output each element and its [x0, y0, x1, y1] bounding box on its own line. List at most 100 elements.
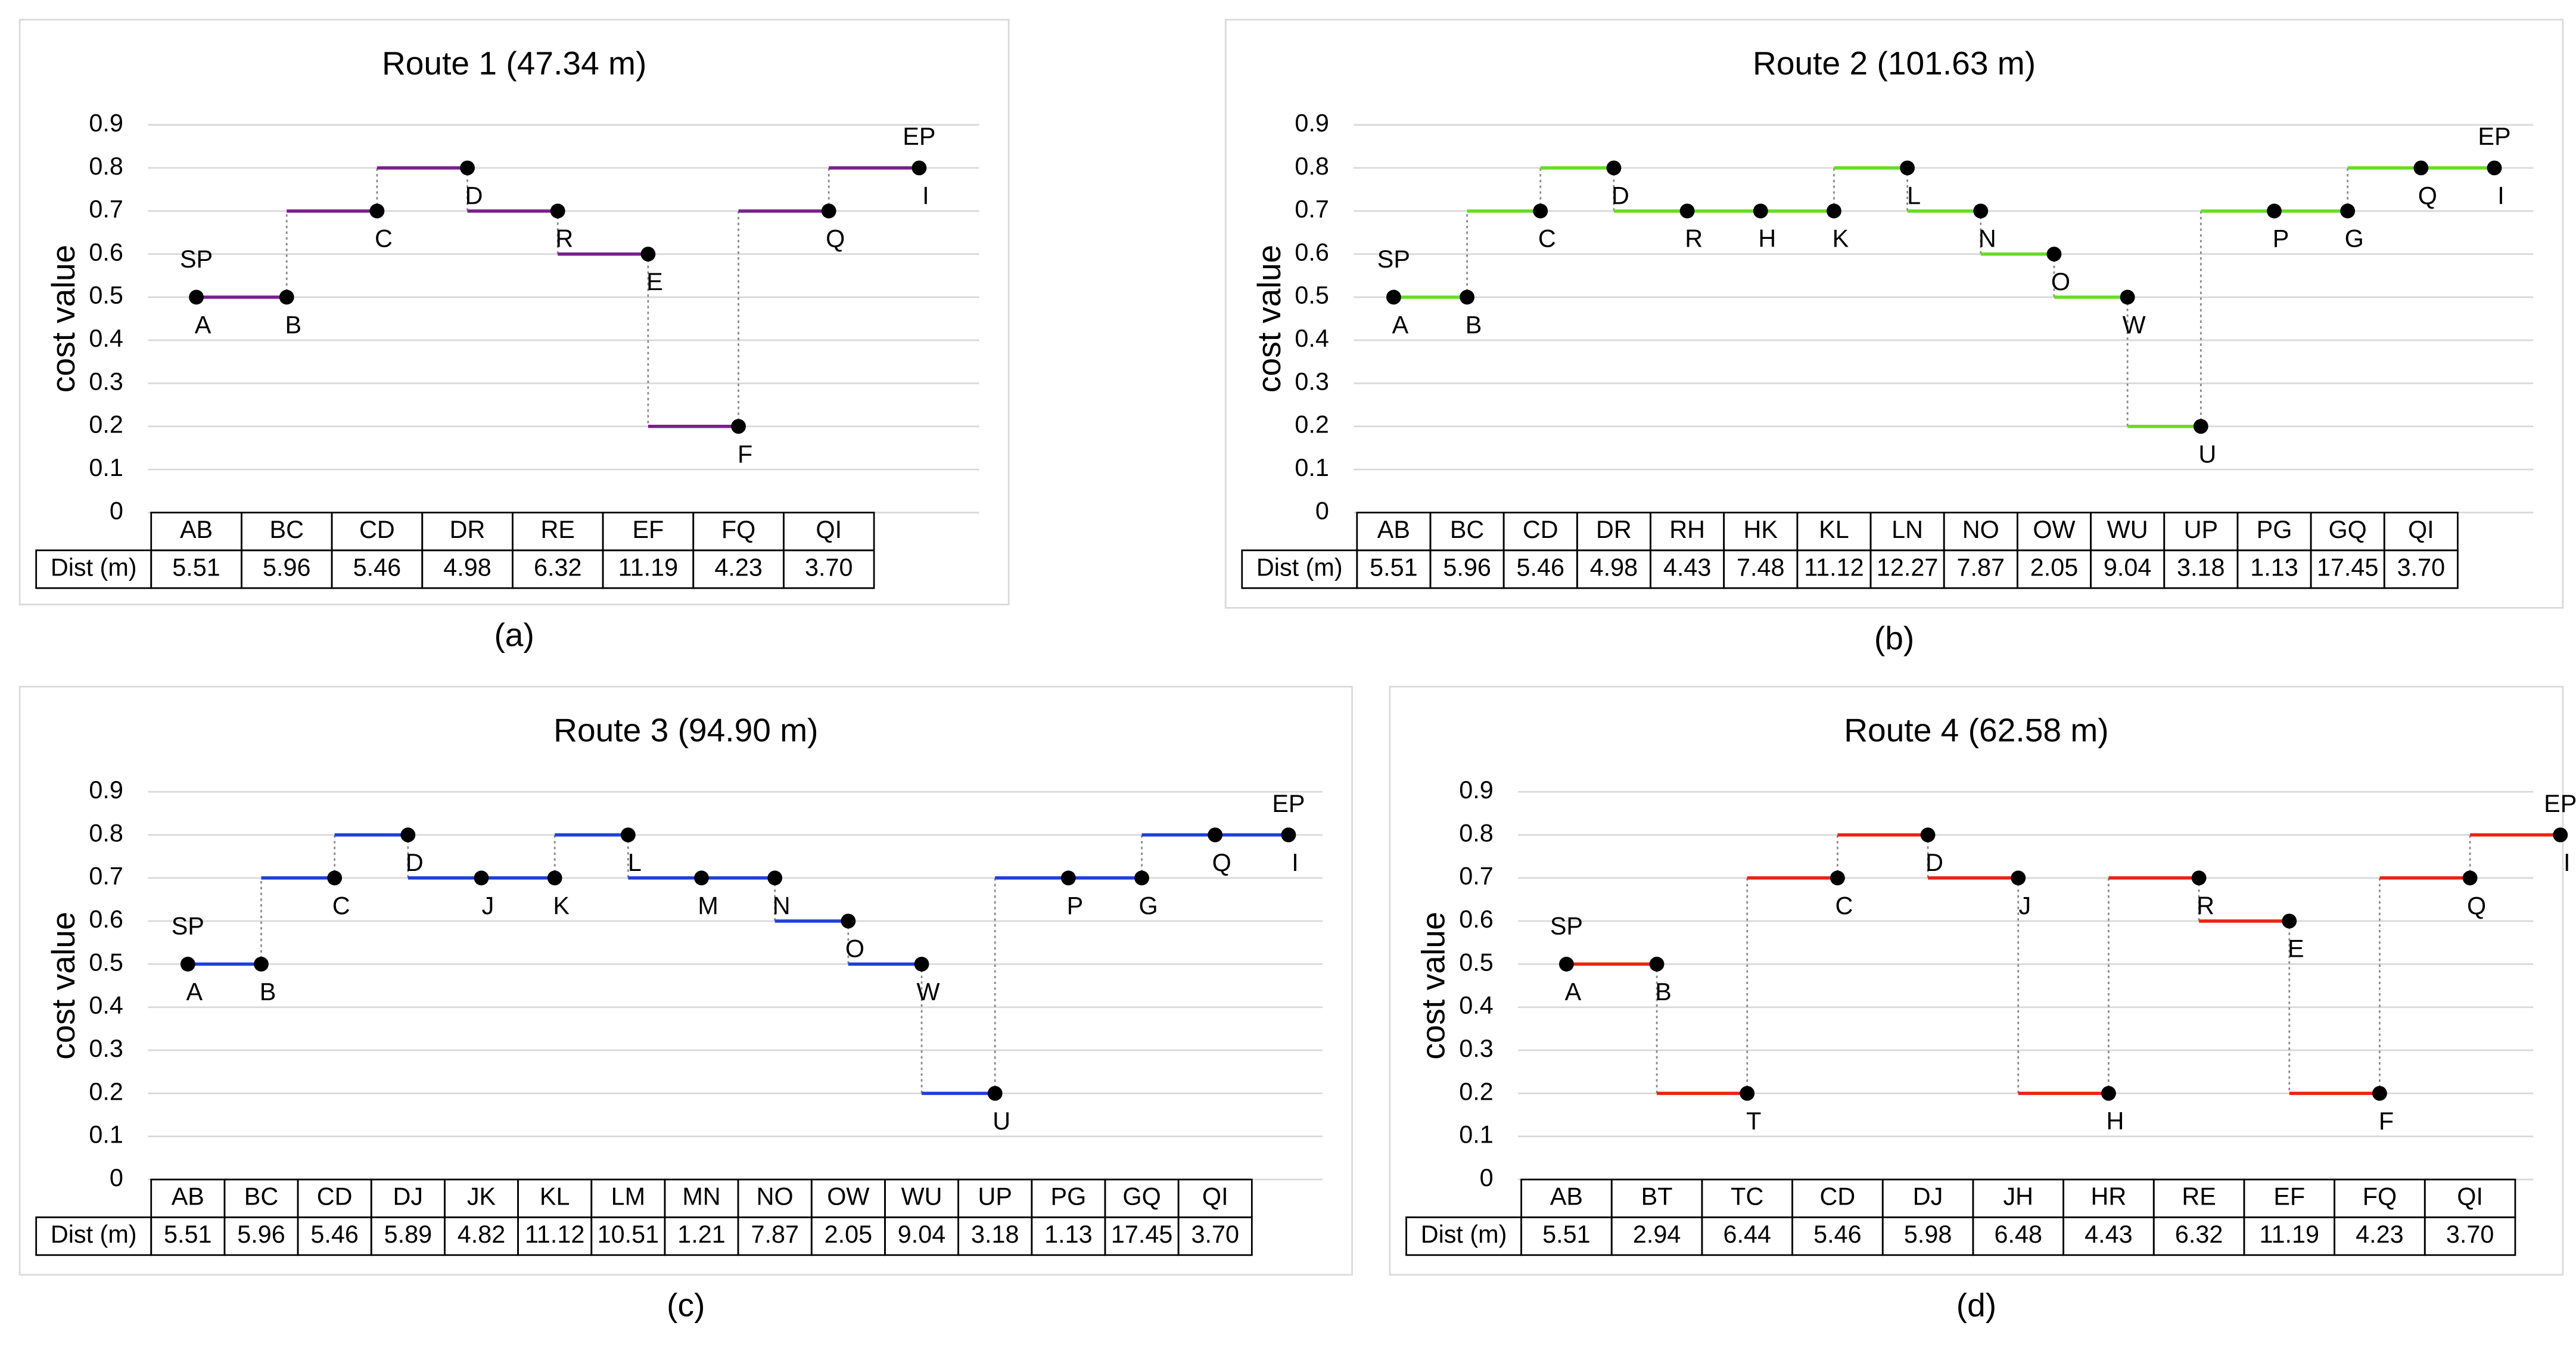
point [1460, 290, 1474, 305]
y-tick-label: 0 [1480, 1164, 1494, 1191]
point [911, 160, 927, 176]
table-segment: LN [1891, 516, 1923, 543]
point-label: I [1292, 849, 1299, 876]
point-label: P [1067, 892, 1084, 919]
point-label: O [845, 935, 864, 963]
table-segment: RH [1669, 516, 1705, 543]
table-segment: BC [1450, 516, 1484, 543]
point [620, 827, 636, 842]
y-tick-label: 0.8 [89, 819, 123, 847]
y-axis-label: cost value [45, 911, 82, 1059]
table-distance: 2.05 [825, 1221, 873, 1248]
point [550, 203, 565, 219]
point-label: R [1685, 225, 1703, 253]
table-segment: NO [757, 1183, 794, 1210]
table-segment: KL [540, 1183, 570, 1210]
table-segment: JH [2003, 1183, 2033, 1210]
table-distance: 3.18 [971, 1221, 1019, 1248]
point [2553, 827, 2568, 842]
point-label: H [2107, 1107, 2124, 1135]
y-tick-label: 0.3 [1295, 368, 1329, 395]
table-distance: 1.21 [677, 1221, 726, 1248]
point-label: A [1392, 311, 1409, 338]
table-distance: 5.46 [353, 553, 402, 581]
end-label: EP [1272, 790, 1305, 817]
point-label: E [646, 268, 663, 295]
y-tick-label: 0.8 [1459, 819, 1494, 847]
y-tick-label: 0.2 [1295, 411, 1329, 438]
y-tick-label: 0.7 [1459, 863, 1494, 890]
table-distance: 2.94 [1633, 1221, 1681, 1248]
y-tick-label: 0.4 [89, 992, 123, 1019]
caption: (c) [667, 1287, 705, 1324]
y-tick-label: 0.9 [89, 776, 123, 804]
point [2372, 1085, 2387, 1101]
y-tick-label: 0.2 [89, 1078, 123, 1105]
table-distance: 5.46 [1517, 553, 1565, 581]
table-distance: 17.45 [2317, 553, 2379, 581]
chart-title: Route 1 (47.34 m) [382, 45, 646, 82]
table-distance: 10.51 [598, 1221, 659, 1248]
table-distance: 11.19 [2260, 1221, 2319, 1248]
table-distance: 6.32 [534, 553, 582, 581]
point-label: B [1466, 311, 1482, 338]
end-label: EP [903, 123, 935, 150]
table-segment: RE [541, 516, 575, 543]
point [694, 870, 709, 886]
point-label: A [186, 978, 203, 1006]
table-segment: MN [682, 1183, 720, 1210]
point-label: E [2288, 935, 2304, 963]
table-distance: 1.13 [1044, 1221, 1093, 1248]
point [1281, 827, 1296, 842]
table-distance: 5.51 [1542, 1221, 1591, 1248]
point [1060, 870, 1076, 886]
table-segment: JK [467, 1183, 496, 1210]
point-label: K [553, 892, 570, 919]
table-distance: 3.70 [805, 553, 853, 581]
point [1827, 203, 1841, 219]
y-tick-label: 0.6 [1459, 905, 1494, 933]
point-label: F [738, 440, 752, 468]
y-tick-label: 0.4 [1295, 325, 1329, 352]
table-distance: 4.98 [443, 553, 491, 581]
point [2101, 1085, 2116, 1101]
point-label: D [1611, 182, 1629, 209]
point-label: I [2497, 182, 2505, 209]
y-tick-label: 0.6 [89, 905, 123, 933]
end-label: EP [2544, 790, 2576, 817]
table-distance: 6.44 [1723, 1221, 1771, 1248]
point [1973, 203, 1989, 219]
table-segment: HR [2091, 1183, 2127, 1210]
table-segment: CD [1820, 1183, 1856, 1210]
table-cell [2423, 1216, 2516, 1256]
table-cell [2383, 549, 2459, 589]
point-label: F [2379, 1107, 2394, 1135]
point-label: C [375, 225, 393, 253]
point [460, 160, 475, 176]
table-segment: UP [978, 1183, 1012, 1210]
point-label: K [1833, 225, 1849, 253]
end-label: EP [2478, 123, 2510, 150]
y-tick-label: 0.9 [89, 110, 123, 137]
start-label: SP [1550, 913, 1583, 940]
point-label: H [1758, 225, 1776, 253]
table-segment: NO [1962, 516, 1999, 543]
point-label: A [195, 311, 211, 338]
point [279, 290, 294, 305]
point-label: C [332, 892, 350, 919]
table-distance: 9.04 [2104, 553, 2152, 581]
point-label: C [1835, 892, 1853, 919]
point-label: G [2345, 225, 2364, 253]
point-label: M [698, 892, 718, 919]
y-tick-label: 0.1 [89, 454, 123, 481]
caption: (d) [1956, 1287, 1996, 1324]
table-distance: 7.87 [1957, 553, 2005, 581]
table-distance: 4.98 [1590, 553, 1638, 581]
chart-title: Route 2 (101.63 m) [1753, 45, 2036, 82]
table-segment: QI [1202, 1183, 1228, 1210]
point-label: J [482, 892, 494, 919]
y-tick-label: 0.8 [89, 153, 123, 180]
table-distance: 5.89 [384, 1221, 432, 1248]
table-segment: AB [1377, 516, 1410, 543]
point [1134, 870, 1149, 886]
